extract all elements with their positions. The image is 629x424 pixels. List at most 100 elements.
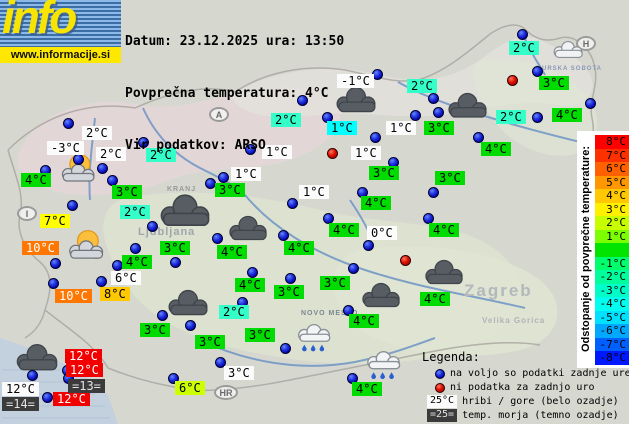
- station-temp-label: 2°C: [407, 79, 437, 93]
- scale-band: 6°C: [595, 162, 629, 176]
- station-dot-blue: [147, 221, 158, 232]
- station-dot-blue: [280, 343, 291, 354]
- station-dot-blue: [428, 93, 439, 104]
- station-dot-blue: [130, 243, 141, 254]
- station-temp-label: 12°C: [65, 349, 102, 363]
- scale-band: [595, 243, 629, 257]
- station-temp-label: 12°C: [2, 382, 39, 396]
- station-temp-label: =14=: [2, 397, 39, 411]
- scale-band: 3°C: [595, 202, 629, 216]
- station-dot-blue: [473, 132, 484, 143]
- logo-url-text[interactable]: www.informacije.si: [0, 47, 121, 63]
- scale-band: 1°C: [595, 229, 629, 243]
- station-temp-label: 0°C: [367, 226, 397, 240]
- station-dot-blue: [185, 320, 196, 331]
- station-dot-blue: [517, 29, 528, 40]
- station-dot-blue: [247, 267, 258, 278]
- station-dot-blue: [73, 154, 84, 165]
- station-temp-label: 4°C: [122, 255, 152, 269]
- scale-band: 2°C: [595, 216, 629, 230]
- legend-row-text: hribi / gore (belo ozadje): [462, 396, 619, 407]
- station-dot-blue: [168, 373, 179, 384]
- header-date-line: Datum: 23.12.2025 ura: 13:50: [125, 34, 345, 49]
- blue-dot-icon: [435, 368, 445, 379]
- station-temp-label: 4°C: [329, 223, 359, 237]
- site-logo[interactable]: info www.informacije.si: [0, 0, 121, 63]
- country-sign-hr: HR: [214, 385, 238, 400]
- dark-cloud-icon: [444, 91, 491, 120]
- scale-band: -6°C: [595, 324, 629, 338]
- dark-cloud-icon: [12, 342, 62, 372]
- station-temp-label: 2°C: [509, 41, 539, 55]
- station-temp-label: 2°C: [96, 147, 126, 161]
- station-dot-blue: [287, 198, 298, 209]
- white-chip-sample: 25°C: [427, 395, 458, 408]
- legend-row-text: na voljo so podatki zadnje ure: [450, 368, 629, 379]
- station-temp-label: 1°C: [386, 121, 416, 135]
- sun-cloud-icon: [62, 228, 112, 261]
- station-temp-label: 12°C: [53, 392, 90, 406]
- scale-band: 4°C: [595, 189, 629, 203]
- station-temp-label: 2°C: [82, 126, 112, 140]
- station-temp-label: 4°C: [420, 292, 450, 306]
- city-label: Zagreb: [464, 281, 533, 300]
- dark-chip-sample: =25=: [427, 409, 458, 422]
- scale-band: 5°C: [595, 175, 629, 189]
- station-temp-label: 2°C: [496, 110, 526, 124]
- legend-rows: na voljo so podatki zadnje ure ni podatka…: [422, 367, 629, 422]
- scale-bands: 8°C 7°C 6°C 5°C 4°C 3°C 2°C 1°C -1°C -2°C -3°C -4°C…: [595, 135, 629, 365]
- station-dot-blue: [50, 258, 61, 269]
- station-temp-label: 2°C: [146, 148, 176, 162]
- station-temp-label: 3°C: [112, 185, 142, 199]
- station-dot-blue: [48, 278, 59, 289]
- station-dot-blue: [285, 273, 296, 284]
- station-dot-blue: [428, 187, 439, 198]
- station-temp-label: 3°C: [215, 183, 245, 197]
- rain-cloud-icon: [362, 349, 405, 380]
- legend: Legenda: na voljo so podatki zadnje ure n…: [422, 350, 629, 423]
- legend-row: na voljo so podatki zadnje ure: [422, 367, 629, 380]
- dark-cloud-icon: [421, 258, 467, 286]
- station-temp-label: 1°C: [351, 146, 381, 160]
- station-temp-label: 3°C: [140, 323, 170, 337]
- station-dot-blue: [138, 137, 149, 148]
- station-temp-label: 10°C: [22, 241, 59, 255]
- station-temp-label: 3°C: [274, 285, 304, 299]
- scale-band: -5°C: [595, 310, 629, 324]
- legend-row: 25°C hribi / gore (belo ozadje): [422, 395, 629, 408]
- station-temp-label: 4°C: [481, 142, 511, 156]
- station-temp-label: 2°C: [120, 205, 150, 219]
- scale-band: 8°C: [595, 135, 629, 149]
- station-temp-label: 4°C: [352, 382, 382, 396]
- city-label: NOVO MESTO: [301, 310, 359, 317]
- station-temp-label: 4°C: [552, 108, 582, 122]
- station-temp-label: 1°C: [327, 121, 357, 135]
- station-dot-red: [400, 255, 411, 266]
- station-temp-label: 12°C: [66, 363, 103, 377]
- station-dot-blue: [27, 370, 38, 381]
- station-temp-label: 10°C: [55, 289, 92, 303]
- temperature-deviation-scale: Odstopanje od povprečne temperature: 8°C…: [577, 131, 629, 368]
- header-info: Datum: 23.12.2025 ura: 13:50 Povprečna t…: [125, 4, 344, 190]
- station-temp-label: 4°C: [361, 196, 391, 210]
- legend-title: Legenda:: [422, 350, 480, 364]
- station-dot-red: [327, 148, 338, 159]
- country-sign-a: A: [209, 107, 229, 122]
- station-temp-label: 3°C: [195, 335, 225, 349]
- legend-row-text: ni podatka za zadnjo uro: [450, 382, 595, 393]
- legend-row: ni podatka za zadnjo uro: [422, 381, 629, 394]
- station-temp-label: =13=: [68, 379, 105, 393]
- logo-brand-text: info: [2, 0, 77, 43]
- station-dot-blue: [157, 310, 168, 321]
- dark-cloud-icon: [155, 192, 215, 228]
- station-temp-label: 4°C: [217, 245, 247, 259]
- station-temp-label: 4°C: [284, 241, 314, 255]
- station-temp-label: 3°C: [435, 171, 465, 185]
- header-source-line: Vir podatkov: ARSO: [125, 138, 266, 153]
- station-temp-label: 2°C: [219, 305, 249, 319]
- station-temp-label: 4°C: [429, 223, 459, 237]
- country-sign-h: H: [576, 36, 596, 51]
- station-dot-blue: [323, 213, 334, 224]
- rain-cloud-icon: [293, 322, 335, 352]
- station-dot-blue: [215, 357, 226, 368]
